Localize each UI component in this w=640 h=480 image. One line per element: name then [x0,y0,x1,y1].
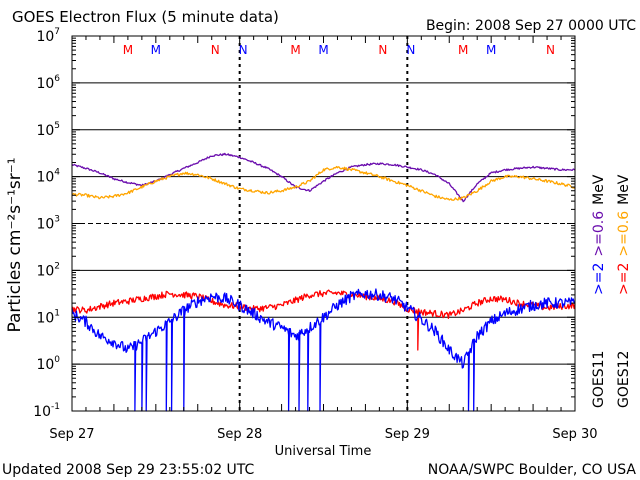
y-tick-label: 103 [36,215,60,233]
data-source: NOAA/SWPC Boulder, CO USA [428,462,637,478]
legend-satellite-label: GOES11 [591,351,607,408]
x-axis: Sep 27 Sep 28 Sep 29 Sep 30 [49,36,598,442]
updated-timestamp: Updated 2008 Sep 29 23:55:02 UTC [2,462,255,478]
y-tick-base: 10 [36,123,54,139]
legend-entry: >=0.6 [591,211,607,257]
y-tick-base: 10 [36,76,54,92]
legend-entry: MeV [616,174,632,205]
y-tick-base: 10 [36,357,54,373]
legend-entries-goes11: >=2 >=0.6 MeV [591,174,607,295]
legend-satellite-label: GOES12 [616,351,632,408]
legend-entry: >=2 [591,263,607,295]
y-tick-exponent: 4 [54,168,60,178]
y-axis-label: Particles cm⁻²s⁻¹sr⁻¹ [5,157,25,332]
y-tick-label: 107 [36,27,60,45]
marker-label: M [123,43,133,57]
y-tick-base: 10 [36,310,54,326]
y-tick-exponent: 5 [54,121,60,131]
legend-entries-goes12: >=2 >=0.6 MeV [616,174,632,295]
y-tick-base: 10 [33,404,51,420]
marker-label: N [378,43,387,57]
series-lines [71,152,576,412]
marker-label: M [151,43,161,57]
marker-label: N [546,43,555,57]
x-tick-label: Sep 28 [217,427,262,442]
legend-entry: >=2 [616,263,632,295]
y-tick-exponent: 3 [54,215,60,225]
x-axis-label: Universal Time [275,444,372,459]
y-tick-label: 102 [36,261,60,279]
y-tick-label: 104 [36,168,60,186]
begin-time: Begin: 2008 Sep 27 0000 UTC [426,18,636,34]
marker-label: M [290,43,300,57]
chart-title: GOES Electron Flux (5 minute data) [12,8,279,26]
y-tick-exponent: 1 [54,308,60,318]
legend-entry: MeV [591,174,607,205]
y-tick-label: 10-1 [33,402,60,420]
y-tick-base: 10 [36,217,54,233]
marker-label: M [318,43,328,57]
marker-label: N [211,43,220,57]
y-tick-label: 101 [36,308,60,326]
y-tick-base: 10 [36,170,54,186]
y-tick-exponent: -1 [51,402,60,412]
y-tick-base: 10 [36,29,54,45]
series-line-goes12_ge06 [71,165,576,201]
legend-entry: >=0.6 [616,211,632,257]
marker-label: M [486,43,496,57]
grid [72,82,575,365]
legend: >=2 >=0.6 MeV GOES11 >=2 >=0.6 MeV GOES12 [591,174,632,408]
y-tick-exponent: 2 [54,261,60,271]
y-tick-exponent: 0 [54,355,60,365]
y-tick-exponent: 7 [54,27,60,37]
y-tick-label: 106 [36,74,60,92]
series-line-goes12_ge2 [71,289,576,351]
y-tick-base: 10 [36,263,54,279]
x-tick-label: Sep 29 [385,427,430,442]
marker-label: N [239,43,248,57]
y-tick-label: 105 [36,121,60,139]
marker-label: M [458,43,468,57]
y-tick-exponent: 6 [54,74,60,84]
x-tick-label: Sep 30 [552,427,597,442]
x-tick-label: Sep 27 [49,427,94,442]
marker-label: N [406,43,415,57]
series-line-goes11_ge2 [71,288,576,412]
y-tick-label: 100 [36,355,60,373]
series-line-goes11_ge06 [71,152,576,203]
